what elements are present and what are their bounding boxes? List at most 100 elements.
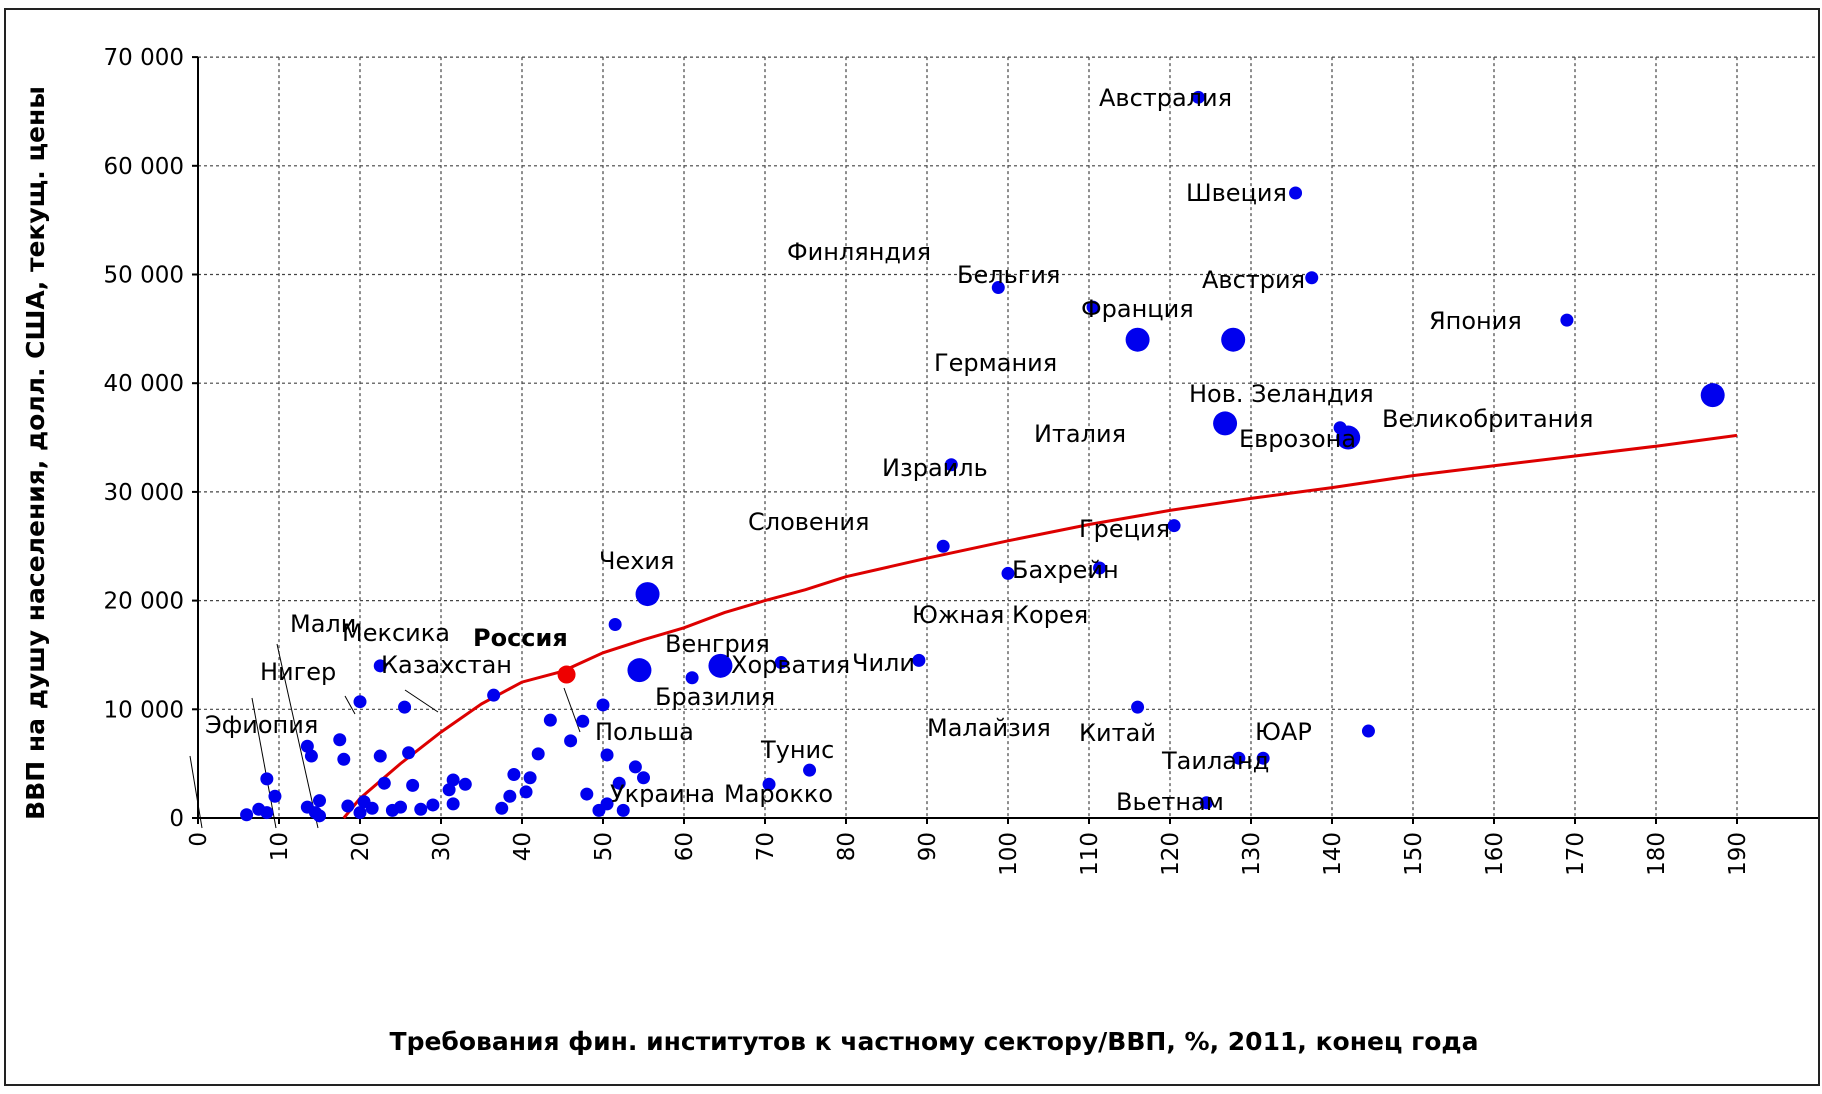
point-label: Австралия (1099, 84, 1232, 112)
data-point (414, 802, 428, 816)
data-point (341, 799, 355, 813)
data-point (762, 777, 776, 791)
leader-line (404, 689, 439, 713)
data-point (543, 713, 557, 727)
x-tick-label: 140 (1320, 832, 1346, 876)
point-label: Бразилия (655, 683, 775, 711)
point-label: Мексика (342, 619, 450, 647)
data-point (398, 700, 412, 714)
data-point (600, 748, 614, 762)
data-point (564, 734, 578, 748)
point-label: Чехия (599, 547, 674, 575)
chart-frame: 0 10 000 20 000 30 000 40 000 50 000 60 000 70 … (4, 8, 1820, 1086)
data-point (936, 539, 950, 553)
point-label: Эфиопия (205, 711, 318, 739)
x-tick-label: 100 (996, 832, 1022, 876)
data-point (1199, 796, 1213, 810)
data-point (991, 281, 1005, 295)
x-tick-label: 80 (834, 832, 860, 861)
leader-line (276, 643, 319, 829)
point-label: Марокко (724, 780, 833, 808)
point-label: Нигер (260, 658, 336, 686)
y-tick-label: 30 000 (104, 480, 184, 506)
data-point (600, 797, 614, 811)
data-point (580, 787, 594, 801)
data-point (304, 749, 318, 763)
trend-curve (342, 433, 1738, 819)
data-point (1001, 566, 1015, 580)
point-label: Вьетнам (1116, 788, 1224, 816)
point-label: Бельгия (957, 261, 1060, 289)
point-labels: Австралия Швеция Финляндия Бельгия Австрия Фр… (205, 84, 1593, 816)
data-point (557, 665, 576, 684)
x-tick-label: 70 (753, 832, 779, 861)
data-point (1191, 90, 1205, 104)
data-point (628, 760, 642, 774)
data-point (353, 695, 367, 709)
x-axis-title: Требования фин. институтов к частному се… (390, 1027, 1479, 1056)
point-label: Венгрия (665, 630, 770, 658)
data-point (240, 808, 254, 822)
data-point (487, 688, 501, 702)
data-point (774, 656, 788, 670)
data-point (373, 659, 387, 673)
data-point (685, 671, 699, 685)
point-label: Австрия (1202, 266, 1305, 294)
x-tick-label: 120 (1158, 832, 1184, 876)
data-point (337, 752, 351, 766)
data-point (260, 772, 274, 786)
data-point (402, 746, 416, 760)
data-point (519, 785, 533, 799)
point-label: Великобритания (1382, 405, 1593, 433)
data-point (627, 658, 652, 683)
data-point (406, 778, 420, 792)
point-label: Таиланд (1161, 747, 1269, 775)
y-axis-title: ВВП на душу населения, долл. США, текущ.… (21, 86, 50, 820)
data-point (495, 801, 509, 815)
leader-line (563, 687, 581, 733)
point-label: Россия (473, 624, 568, 652)
x-tick-label: 30 (429, 832, 455, 861)
data-point (426, 798, 440, 812)
point-label: Швеция (1186, 179, 1287, 207)
point-label: Китай (1079, 719, 1156, 747)
data-point (912, 653, 926, 667)
data-point (458, 777, 472, 791)
y-tick-label: 60 000 (104, 154, 184, 180)
y-tick-label: 70 000 (104, 45, 184, 71)
data-point (313, 809, 326, 823)
data-point (596, 698, 610, 712)
data-point (1560, 313, 1574, 327)
y-tick-label: 0 (169, 806, 184, 832)
x-tick-label: 160 (1482, 832, 1508, 876)
y-tick-label: 10 000 (104, 697, 184, 723)
point-label: Япония (1429, 307, 1522, 335)
x-tick-labels: 0 10 20 30 40 50 60 70 80 90 100 110 120 130 140 150 160… (186, 832, 1751, 876)
x-tick-label: 20 (348, 832, 374, 861)
point-label: Греция (1079, 515, 1170, 543)
axes (192, 56, 1818, 824)
data-point (608, 618, 622, 632)
point-label: Финляндия (787, 238, 931, 266)
data-point (260, 806, 274, 820)
point-label: Еврозона (1239, 425, 1356, 453)
x-tick-label: 0 (186, 832, 212, 847)
point-label: Франция (1081, 295, 1194, 323)
point-label: Нов. Зеландия (1189, 380, 1374, 408)
data-point (1086, 300, 1100, 314)
data-point (442, 783, 456, 797)
data-point (1700, 383, 1725, 408)
data-point (803, 763, 817, 777)
data-point (1232, 751, 1246, 765)
data-point (944, 458, 958, 472)
point-label: Германия (934, 349, 1057, 377)
data-points (240, 90, 1725, 823)
data-point (708, 653, 733, 678)
grid-lines (198, 56, 1818, 818)
data-point (1131, 700, 1145, 714)
point-label: Бахрейн (1012, 556, 1119, 584)
data-point (365, 801, 379, 815)
data-point (616, 803, 630, 817)
data-point (333, 733, 347, 747)
data-point (1256, 751, 1270, 765)
